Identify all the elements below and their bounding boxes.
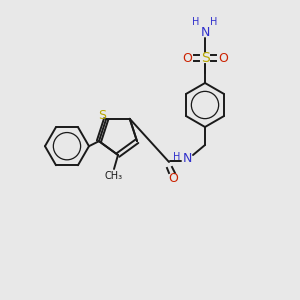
Text: H: H xyxy=(173,152,181,162)
Text: N: N xyxy=(200,26,210,38)
Text: N: N xyxy=(182,152,192,166)
Text: H: H xyxy=(210,17,218,27)
Text: O: O xyxy=(182,52,192,64)
Text: H: H xyxy=(192,17,200,27)
Text: O: O xyxy=(168,172,178,185)
Text: O: O xyxy=(218,52,228,64)
Text: S: S xyxy=(201,51,209,65)
Text: S: S xyxy=(98,109,106,122)
Text: CH₃: CH₃ xyxy=(105,171,123,181)
